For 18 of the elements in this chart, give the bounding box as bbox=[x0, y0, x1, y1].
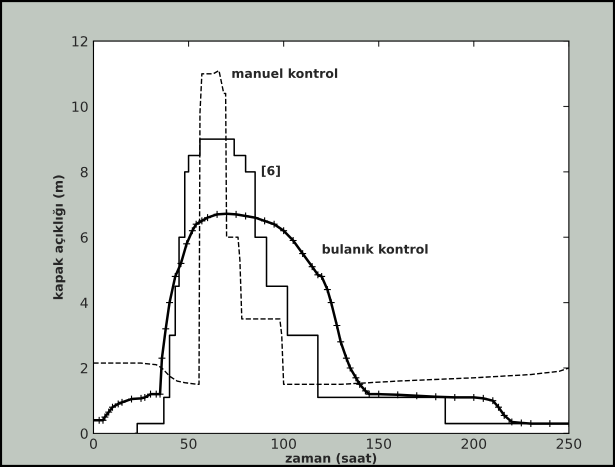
x-tick-label: 150 bbox=[366, 438, 392, 449]
x-tick-label: 50 bbox=[180, 438, 196, 449]
annotation: bulanık kontrol bbox=[322, 244, 428, 254]
x-tick-label: 250 bbox=[556, 438, 582, 449]
y-tick-label: 10 bbox=[72, 101, 88, 112]
x-tick-label: 0 bbox=[90, 438, 97, 449]
y-tick-label: 0 bbox=[80, 428, 88, 439]
x-tick-label: 100 bbox=[272, 438, 296, 449]
annotation: [6] bbox=[262, 166, 280, 177]
annotation: manuel kontrol bbox=[232, 68, 338, 78]
y-axis-title: kapak açıklığı (m) bbox=[52, 175, 66, 300]
y-tick-label: 8 bbox=[80, 166, 88, 178]
y-tick-label: 12 bbox=[72, 36, 88, 46]
y-tick-label: 4 bbox=[80, 298, 88, 308]
y-tick-label: 2 bbox=[80, 362, 88, 374]
x-axis-title: zaman (saat) bbox=[286, 453, 376, 464]
x-tick-label: 200 bbox=[462, 438, 486, 449]
y-tick-label: 6 bbox=[80, 232, 88, 243]
